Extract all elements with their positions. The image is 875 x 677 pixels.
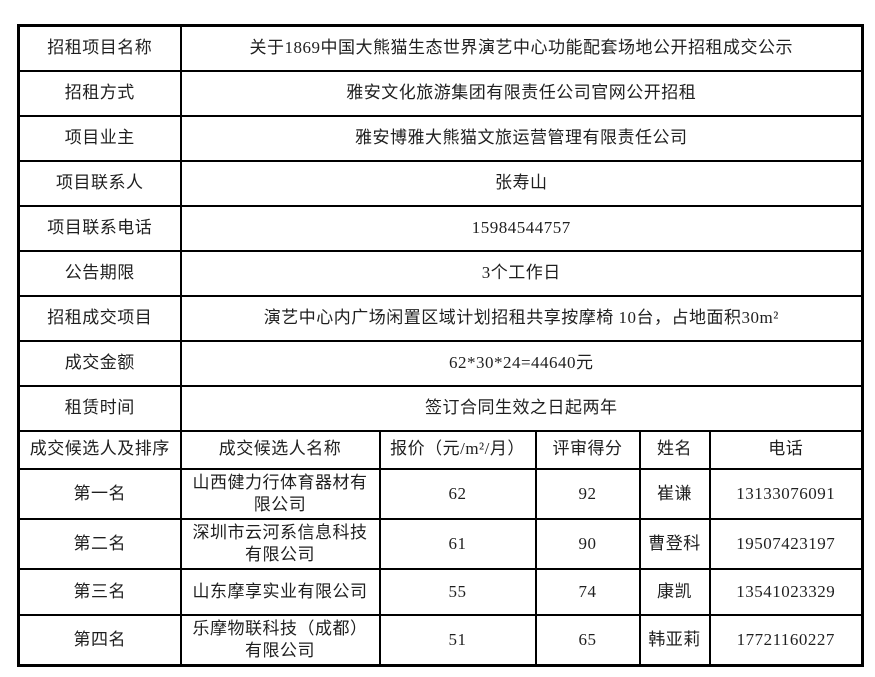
lease-announcement-table: 招租项目名称 关于1869中国大熊猫生态世界演艺中心功能配套场地公开招租成交公示…	[17, 24, 865, 668]
row-value: 张寿山	[179, 159, 864, 207]
candidate-price: 62	[378, 467, 537, 520]
info-row-project-name: 招租项目名称 关于1869中国大熊猫生态世界演艺中心功能配套场地公开招租成交公示	[17, 24, 864, 72]
candidate-contact: 韩亚莉	[638, 613, 711, 667]
info-row-notice-period: 公告期限 3个工作日	[17, 249, 864, 297]
row-label: 项目联系人	[17, 159, 182, 207]
candidate-name: 深圳市云河系信息科技有限公司	[179, 517, 381, 570]
candidate-price: 61	[378, 517, 537, 570]
candidate-name: 山东摩享实业有限公司	[179, 567, 381, 616]
info-row-contact-phone: 项目联系电话 15984544757	[17, 204, 864, 252]
row-label: 招租方式	[17, 69, 182, 117]
row-value: 62*30*24=44640元	[179, 339, 864, 387]
column-header-rank: 成交候选人及排序	[17, 429, 182, 470]
column-header-contact: 姓名	[638, 429, 711, 470]
row-value: 关于1869中国大熊猫生态世界演艺中心功能配套场地公开招租成交公示	[179, 24, 864, 72]
candidate-row-2: 第二名 深圳市云河系信息科技有限公司 61 90 曹登科 19507423197	[17, 517, 864, 570]
column-header-phone: 电话	[708, 429, 864, 470]
candidate-row-3: 第三名 山东摩享实业有限公司 55 74 康凯 13541023329	[17, 567, 864, 616]
row-label: 招租成交项目	[17, 294, 182, 342]
candidate-score: 92	[534, 467, 641, 520]
row-label: 项目业主	[17, 114, 182, 162]
info-row-lease-term: 租赁时间 签订合同生效之日起两年	[17, 384, 864, 432]
column-header-score: 评审得分	[534, 429, 641, 470]
row-label: 项目联系电话	[17, 204, 182, 252]
column-header-name: 成交候选人名称	[179, 429, 381, 470]
info-row-lease-method: 招租方式 雅安文化旅游集团有限责任公司官网公开招租	[17, 69, 864, 117]
row-label: 公告期限	[17, 249, 182, 297]
candidate-score: 90	[534, 517, 641, 570]
row-label: 成交金额	[17, 339, 182, 387]
candidate-rank: 第四名	[17, 613, 182, 667]
row-label: 租赁时间	[17, 384, 182, 432]
candidate-contact: 崔谦	[638, 467, 711, 520]
candidate-score: 65	[534, 613, 641, 667]
row-value: 3个工作日	[179, 249, 864, 297]
candidate-phone: 19507423197	[708, 517, 864, 570]
info-row-deal-project: 招租成交项目 演艺中心内广场闲置区域计划招租共享按摩椅 10台，占地面积30m²	[17, 294, 864, 342]
candidate-rank: 第一名	[17, 467, 182, 520]
info-row-deal-amount: 成交金额 62*30*24=44640元	[17, 339, 864, 387]
candidate-price: 51	[378, 613, 537, 667]
candidate-rank: 第三名	[17, 567, 182, 616]
candidate-phone: 13541023329	[708, 567, 864, 616]
candidate-row-4: 第四名 乐摩物联科技（成都）有限公司 51 65 韩亚莉 17721160227	[17, 613, 864, 667]
row-value: 15984544757	[179, 204, 864, 252]
candidate-contact: 曹登科	[638, 517, 711, 570]
candidate-phone: 13133076091	[708, 467, 864, 520]
row-value: 演艺中心内广场闲置区域计划招租共享按摩椅 10台，占地面积30m²	[179, 294, 864, 342]
candidate-contact: 康凯	[638, 567, 711, 616]
row-value: 签订合同生效之日起两年	[179, 384, 864, 432]
info-row-contact-person: 项目联系人 张寿山	[17, 159, 864, 207]
row-label: 招租项目名称	[17, 24, 182, 72]
info-row-project-owner: 项目业主 雅安博雅大熊猫文旅运营管理有限责任公司	[17, 114, 864, 162]
candidate-row-1: 第一名 山西健力行体育器材有限公司 62 92 崔谦 13133076091	[17, 467, 864, 520]
column-header-price: 报价（元/m²/月）	[378, 429, 537, 470]
row-value: 雅安博雅大熊猫文旅运营管理有限责任公司	[179, 114, 864, 162]
candidate-price: 55	[378, 567, 537, 616]
row-value: 雅安文化旅游集团有限责任公司官网公开招租	[179, 69, 864, 117]
candidate-name: 山西健力行体育器材有限公司	[179, 467, 381, 520]
candidate-header-row: 成交候选人及排序 成交候选人名称 报价（元/m²/月） 评审得分 姓名 电话	[17, 429, 864, 470]
candidate-phone: 17721160227	[708, 613, 864, 667]
candidate-rank: 第二名	[17, 517, 182, 570]
candidate-score: 74	[534, 567, 641, 616]
candidate-name: 乐摩物联科技（成都）有限公司	[179, 613, 381, 667]
